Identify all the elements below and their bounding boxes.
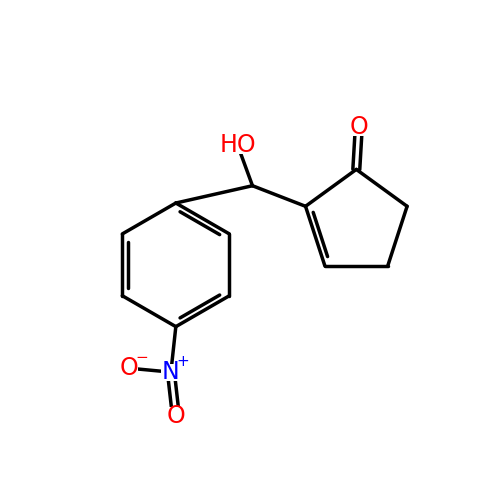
FancyBboxPatch shape xyxy=(222,137,253,154)
Text: N: N xyxy=(162,360,180,384)
FancyBboxPatch shape xyxy=(161,364,181,380)
Text: O: O xyxy=(350,116,368,140)
Text: −: − xyxy=(136,350,148,365)
FancyBboxPatch shape xyxy=(120,360,139,376)
FancyBboxPatch shape xyxy=(350,119,367,136)
Text: O: O xyxy=(120,356,138,380)
Text: O: O xyxy=(166,404,185,427)
Text: +: + xyxy=(176,354,188,368)
Text: HO: HO xyxy=(220,133,256,157)
FancyBboxPatch shape xyxy=(168,407,184,424)
